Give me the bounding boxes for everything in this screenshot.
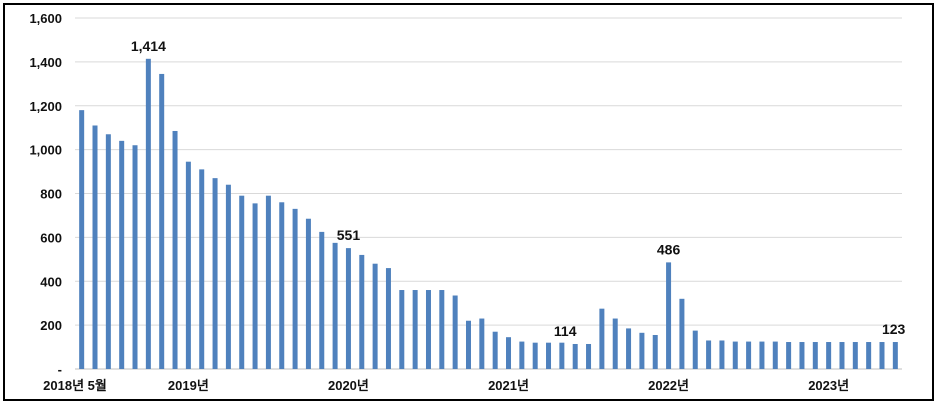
bar [119,140,125,369]
bar [452,295,458,369]
y-tick-label: 600 [40,230,62,245]
bar [866,342,872,369]
bar [746,341,752,369]
bar [105,134,111,369]
bar [532,342,538,369]
bar [159,73,165,369]
bar [345,248,351,369]
bar [79,110,85,369]
bar [225,184,231,369]
y-tick-label: 1,400 [29,55,62,70]
bar [172,130,178,369]
bar [185,161,191,369]
data-label: 123 [882,321,906,337]
y-tick-label: 400 [40,274,62,289]
bar [559,342,565,369]
bar [145,58,151,370]
data-label: 551 [337,227,361,243]
x-tick-label: 2021년 [488,378,529,393]
bar [372,263,378,369]
bar [812,342,818,369]
bar [132,145,138,369]
y-tick-label: - [58,362,62,377]
bar [359,254,365,369]
bar [479,318,485,369]
bar [519,341,525,369]
bar [546,342,552,369]
bar [639,332,645,369]
x-tick-label: 2019년 [168,378,209,393]
bar [799,342,805,369]
bar [786,342,792,369]
y-tick-label: 1,000 [29,143,62,158]
bar [385,268,391,369]
data-label: 114 [554,323,577,339]
bar [692,330,698,369]
bar [212,178,218,369]
y-tick-label: 200 [40,318,62,333]
bar [892,342,898,369]
bar [599,308,605,369]
bar [279,202,285,369]
y-tick-label: 1,200 [29,99,62,114]
data-label: 486 [657,241,681,257]
y-tick-label: 800 [40,187,62,202]
bar [772,341,778,369]
bar [439,290,445,369]
bar [332,242,338,369]
bar [826,342,832,369]
bar [199,169,205,369]
bar [586,343,592,369]
bar [666,262,672,369]
bar [412,290,418,369]
x-tick-label: 2023년 [808,378,849,393]
bar [852,342,858,369]
x-tick-label: 2022년 [648,378,689,393]
bar [612,318,618,369]
bar [292,208,298,369]
bar [839,342,845,369]
bar [465,320,471,369]
x-tick-label: 2018년 5월 [43,378,107,393]
bar [492,331,498,369]
bar [305,218,311,369]
x-tick-label: 2020년 [328,378,369,393]
bar [92,125,98,370]
bar [879,342,885,369]
bar [679,298,685,369]
bar [626,328,632,369]
bar [399,290,405,369]
bar [732,341,738,369]
bar [759,341,765,369]
data-label: 1,414 [131,38,166,54]
bar [265,195,271,369]
bar [319,231,325,369]
bar [252,203,258,369]
bar [719,340,725,369]
bar [425,290,431,369]
bar [652,335,658,369]
bar [572,343,578,369]
y-tick-label: 1,600 [29,11,62,26]
bar [506,337,512,369]
bar [239,195,245,369]
bar [706,340,712,369]
